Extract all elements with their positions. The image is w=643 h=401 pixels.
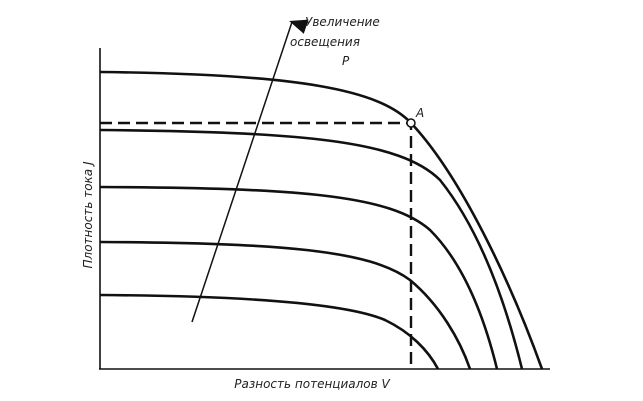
- arrow-label: освещения: [290, 35, 360, 49]
- curve: [99, 293, 440, 370]
- x-axis-label: Разность потенциалов V: [234, 377, 390, 391]
- curve: [99, 70, 544, 370]
- point-a: [406, 118, 416, 128]
- curve: [99, 128, 524, 370]
- arrow: [191, 19, 309, 323]
- curve: [99, 185, 499, 370]
- curve: [99, 240, 472, 370]
- point-label: A: [415, 106, 424, 120]
- arrow-label: Увеличение: [305, 15, 380, 29]
- arrow-label: P: [342, 54, 350, 68]
- y-axis-label: Плотность тока J: [81, 161, 95, 268]
